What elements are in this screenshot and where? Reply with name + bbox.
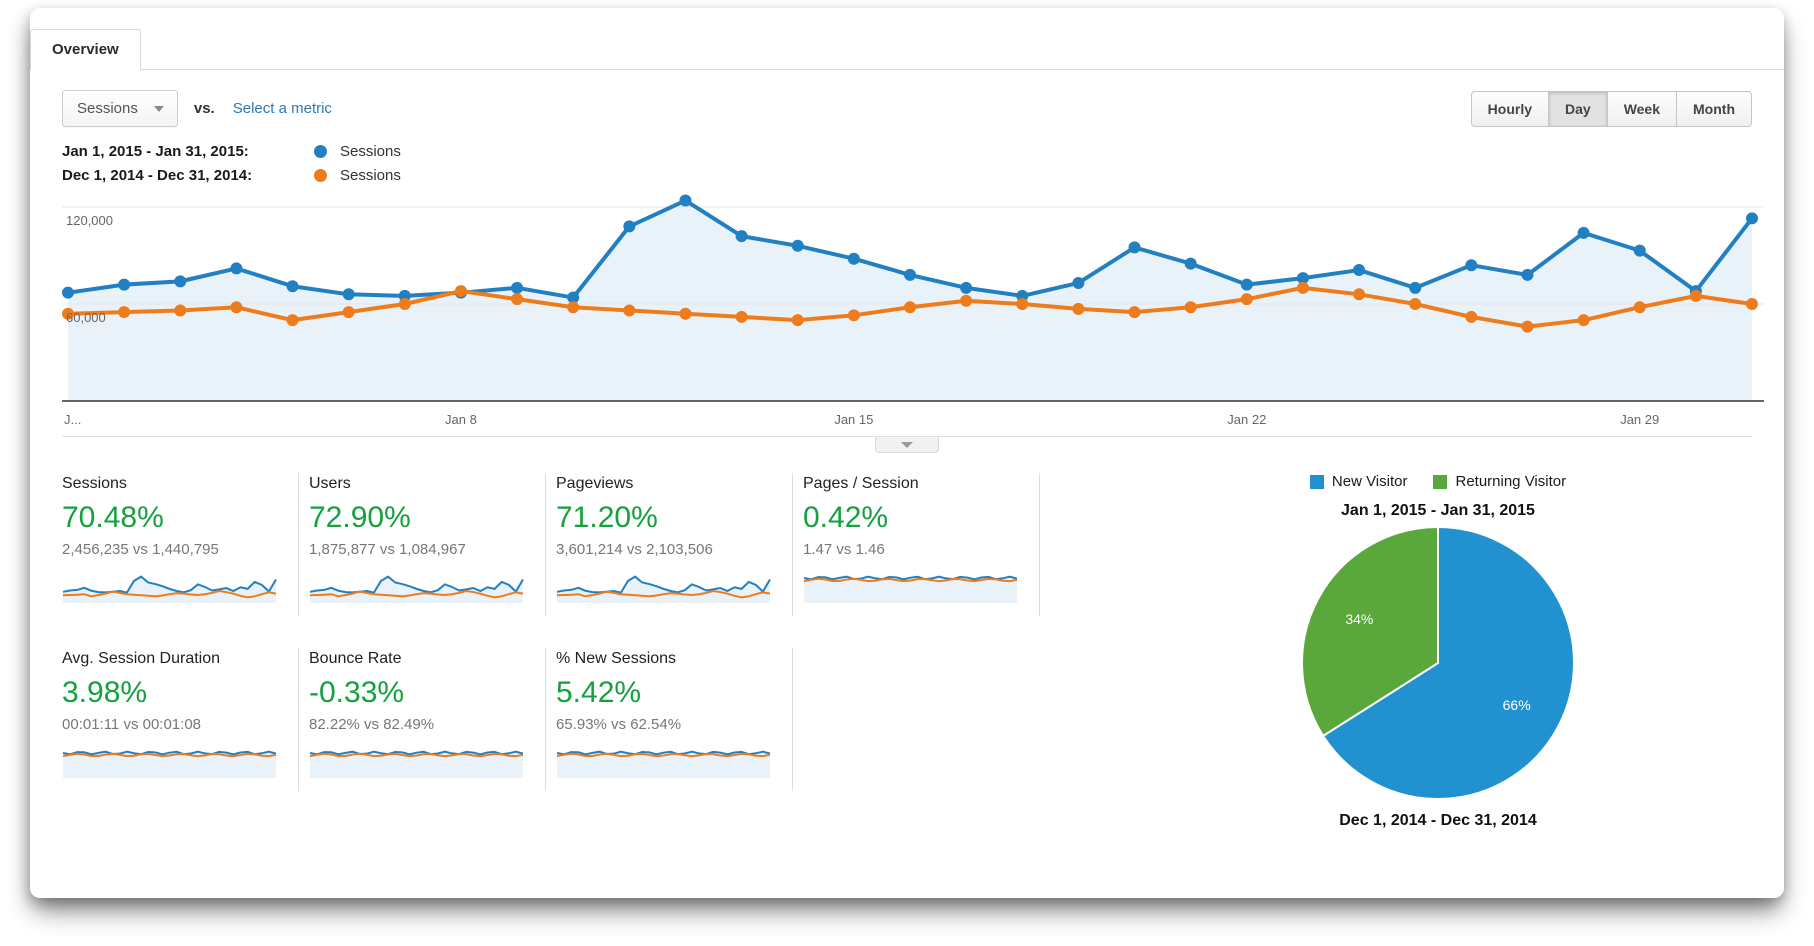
svg-text:Jan 29: Jan 29 bbox=[1620, 412, 1659, 427]
scorecard: Pages / Session 0.42% 1.47 vs 1.46 bbox=[793, 473, 1040, 616]
scorecard-sparkline bbox=[62, 575, 277, 603]
scorecard-delta: 5.42% bbox=[556, 676, 642, 709]
scorecard-title: Users bbox=[309, 475, 351, 492]
legend-date-range: Jan 1, 2015 - Jan 31, 2015: bbox=[62, 143, 249, 160]
scorecard-row-2: Avg. Session Duration 3.98% 00:01:11 vs … bbox=[62, 648, 1054, 791]
scorecard-sparkline bbox=[556, 575, 771, 603]
pie-legend-label: Returning Visitor bbox=[1455, 473, 1567, 490]
select-a-metric-link[interactable]: Select a metric bbox=[232, 100, 332, 117]
visitor-type-pie-chart: 66% 34% bbox=[1301, 525, 1575, 800]
granularity-week-button[interactable]: Week bbox=[1606, 90, 1678, 127]
granularity-month-button[interactable]: Month bbox=[1676, 90, 1752, 127]
dropdown-caret-icon bbox=[153, 105, 164, 112]
scorecard-title: % New Sessions bbox=[556, 650, 677, 667]
scorecards: Sessions 70.48% 2,456,235 vs 1,440,795 U… bbox=[62, 473, 1054, 830]
scorecard-delta: 72.90% bbox=[309, 501, 411, 534]
metric-selector-value: Sessions bbox=[77, 100, 138, 117]
scorecard-comparison: 1,875,877 vs 1,084,967 bbox=[309, 541, 466, 558]
legend-swatch-icon bbox=[1309, 474, 1324, 489]
granularity-group: Hourly Day Week Month bbox=[1470, 90, 1752, 127]
svg-text:60,000: 60,000 bbox=[66, 310, 106, 325]
scorecard-title: Avg. Session Duration bbox=[62, 650, 221, 667]
pie-title: Jan 1, 2015 - Jan 31, 2015 bbox=[1341, 502, 1535, 519]
scorecard-delta: 70.48% bbox=[62, 501, 164, 534]
granularity-hourly-button[interactable]: Hourly bbox=[1470, 90, 1549, 127]
scorecard-delta: 0.42% bbox=[803, 501, 889, 534]
scorecard-sparkline bbox=[62, 750, 277, 778]
legend-swatch-icon bbox=[1433, 474, 1448, 489]
svg-text:Jan 8: Jan 8 bbox=[445, 412, 477, 427]
scorecard-row-1: Sessions 70.48% 2,456,235 vs 1,440,795 U… bbox=[62, 473, 1054, 616]
legend-date-range: Dec 1, 2014 - Dec 31, 2014: bbox=[62, 167, 253, 184]
tab-overview[interactable]: Overview bbox=[30, 29, 141, 70]
metric-selector-dropdown[interactable]: Sessions bbox=[62, 90, 178, 127]
svg-text:66%: 66% bbox=[1503, 697, 1531, 713]
tab-bar: Overview bbox=[30, 8, 1784, 70]
scorecard-delta: 3.98% bbox=[62, 676, 148, 709]
pie-legend-item: New Visitor bbox=[1309, 473, 1408, 490]
sessions-timeline-chart: 120,000 60,000 J... Jan 8 Jan 15 Jan 22 Jan 29 bbox=[62, 194, 1764, 427]
pie-legend-item: Returning Visitor bbox=[1433, 473, 1566, 490]
timeline-legend-row: Jan 1, 2015 - Jan 31, 2015: Sessions bbox=[62, 143, 1752, 160]
scorecard-sparkline bbox=[309, 750, 524, 778]
series-color-dot-icon bbox=[314, 145, 327, 158]
scorecard: Avg. Session Duration 3.98% 00:01:11 vs … bbox=[62, 648, 299, 791]
timeline-legend-row: Dec 1, 2014 - Dec 31, 2014: Sessions bbox=[62, 167, 1752, 184]
scorecard: Bounce Rate -0.33% 82.22% vs 82.49% bbox=[299, 648, 546, 791]
scorecard-title: Pages / Session bbox=[803, 475, 919, 492]
scorecard: % New Sessions 5.42% 65.93% vs 62.54% bbox=[546, 648, 793, 791]
svg-text:120,000: 120,000 bbox=[66, 213, 113, 228]
scorecard-title: Sessions bbox=[62, 475, 127, 492]
metric-controls: Sessions vs. Select a metric bbox=[62, 90, 332, 127]
svg-text:34%: 34% bbox=[1345, 611, 1373, 627]
summary-section: Sessions 70.48% 2,456,235 vs 1,440,795 U… bbox=[62, 473, 1752, 830]
series-color-dot-icon bbox=[314, 169, 327, 182]
pie-legend: New Visitor Returning Visitor bbox=[1309, 473, 1566, 490]
timeline-legend: Jan 1, 2015 - Jan 31, 2015: Sessions Dec 1… bbox=[62, 143, 1752, 184]
scorecard-comparison: 1.47 vs 1.46 bbox=[803, 541, 885, 558]
scorecard-comparison: 65.93% vs 62.54% bbox=[556, 716, 682, 733]
svg-text:J...: J... bbox=[64, 412, 81, 427]
scorecard-sparkline bbox=[803, 575, 1018, 603]
collapse-chart-button[interactable] bbox=[875, 437, 939, 453]
scorecard-title: Pageviews bbox=[556, 475, 634, 492]
pie-footer-label: Dec 1, 2014 - Dec 31, 2014 bbox=[1339, 812, 1537, 829]
svg-text:Jan 15: Jan 15 bbox=[834, 412, 873, 427]
chevron-down-icon bbox=[901, 441, 913, 448]
scorecard-delta: 71.20% bbox=[556, 501, 658, 534]
scorecard: Pageviews 71.20% 3,601,214 vs 2,103,506 bbox=[546, 473, 793, 616]
visitor-type-panel: New Visitor Returning Visitor Jan 1, 2015… bbox=[1054, 473, 1752, 830]
report-panel: Overview Sessions vs. Select a metric Ho… bbox=[30, 8, 1784, 898]
scorecard: Sessions 70.48% 2,456,235 vs 1,440,795 bbox=[62, 473, 299, 616]
granularity-day-button[interactable]: Day bbox=[1548, 90, 1608, 127]
scorecard-comparison: 2,456,235 vs 1,440,795 bbox=[62, 541, 219, 558]
scorecard: Users 72.90% 1,875,877 vs 1,084,967 bbox=[299, 473, 546, 616]
legend-metric-name: Sessions bbox=[340, 167, 401, 184]
scorecard-comparison: 82.22% vs 82.49% bbox=[309, 716, 435, 733]
pie-legend-label: New Visitor bbox=[1331, 473, 1408, 490]
svg-text:Jan 22: Jan 22 bbox=[1227, 412, 1266, 427]
scorecard-title: Bounce Rate bbox=[309, 650, 402, 667]
scorecard-delta: -0.33% bbox=[309, 676, 405, 709]
vs-label: vs. bbox=[193, 100, 215, 117]
scorecard-comparison: 3,601,214 vs 2,103,506 bbox=[556, 541, 713, 558]
scorecard-comparison: 00:01:11 vs 00:01:08 bbox=[62, 716, 201, 733]
scorecard-sparkline bbox=[556, 750, 771, 778]
chart-controls: Sessions vs. Select a metric Hourly Day We… bbox=[62, 90, 1752, 127]
timeline-chart-section: 120,000 60,000 J... Jan 8 Jan 15 Jan 22 Jan 29 bbox=[62, 191, 1764, 453]
scorecard-sparkline bbox=[309, 575, 524, 603]
legend-metric-name: Sessions bbox=[340, 143, 401, 160]
